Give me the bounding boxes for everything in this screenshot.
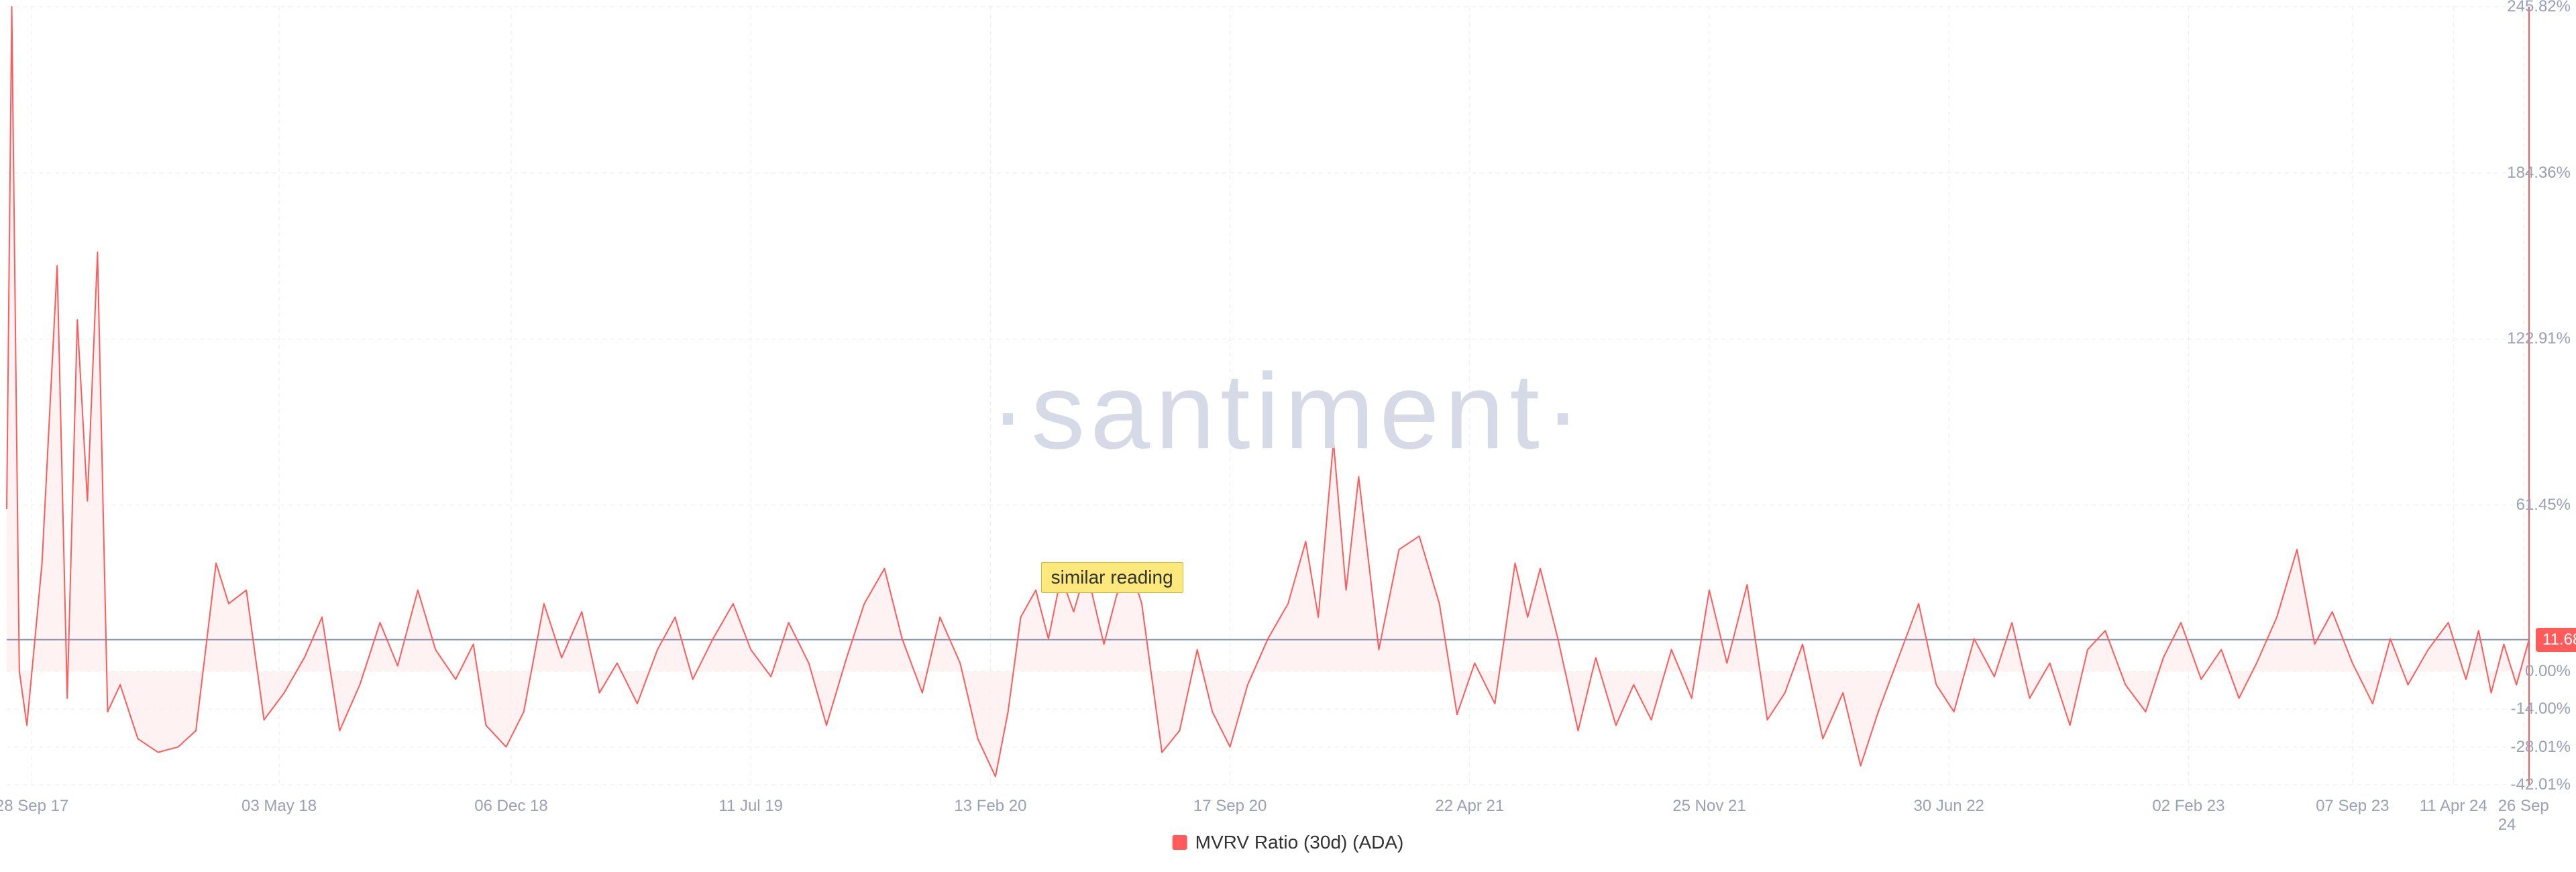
x-axis-tick: 11 Jul 19 (718, 797, 783, 816)
x-axis-tick: 30 Jun 22 (1913, 797, 1984, 816)
x-axis-tick: 28 Sep 17 (0, 797, 68, 816)
annotation-similar-reading: similar reading (1041, 562, 1183, 593)
y-axis-tick: -28.01% (2511, 738, 2571, 757)
x-axis-tick: 13 Feb 20 (954, 797, 1026, 816)
y-axis-tick: 0.00% (2525, 662, 2571, 681)
y-axis-tick: 61.45% (2516, 496, 2571, 514)
x-axis-tick: 22 Apr 21 (1435, 797, 1504, 816)
x-axis-tick: 26 Sep 24 (2498, 797, 2551, 834)
x-axis-tick: 07 Sep 23 (2316, 797, 2389, 816)
legend: MVRV Ratio (30d) (ADA) (1173, 832, 1404, 853)
y-axis-tick: -42.01% (2511, 775, 2571, 794)
y-axis-tick: 184.36% (2507, 164, 2571, 182)
x-axis-tick: 03 May 18 (241, 797, 317, 816)
x-axis-tick: 17 Sep 20 (1193, 797, 1267, 816)
mvrv-chart[interactable]: ·santiment· similar reading 11.68% MVRV … (0, 0, 2576, 872)
chart-svg (0, 0, 2576, 872)
current-value-badge: 11.68% (2536, 628, 2576, 652)
legend-swatch (1173, 835, 1187, 850)
x-axis-tick: 06 Dec 18 (474, 797, 547, 816)
legend-label: MVRV Ratio (30d) (ADA) (1195, 832, 1404, 853)
x-axis-tick: 25 Nov 21 (1672, 797, 1746, 816)
x-axis-tick: 11 Apr 24 (2420, 797, 2487, 816)
y-axis-tick: -14.00% (2511, 700, 2571, 718)
y-axis-tick: 245.82% (2507, 0, 2571, 16)
x-axis-tick: 02 Feb 23 (2152, 797, 2224, 816)
y-axis-tick: 122.91% (2507, 329, 2571, 348)
